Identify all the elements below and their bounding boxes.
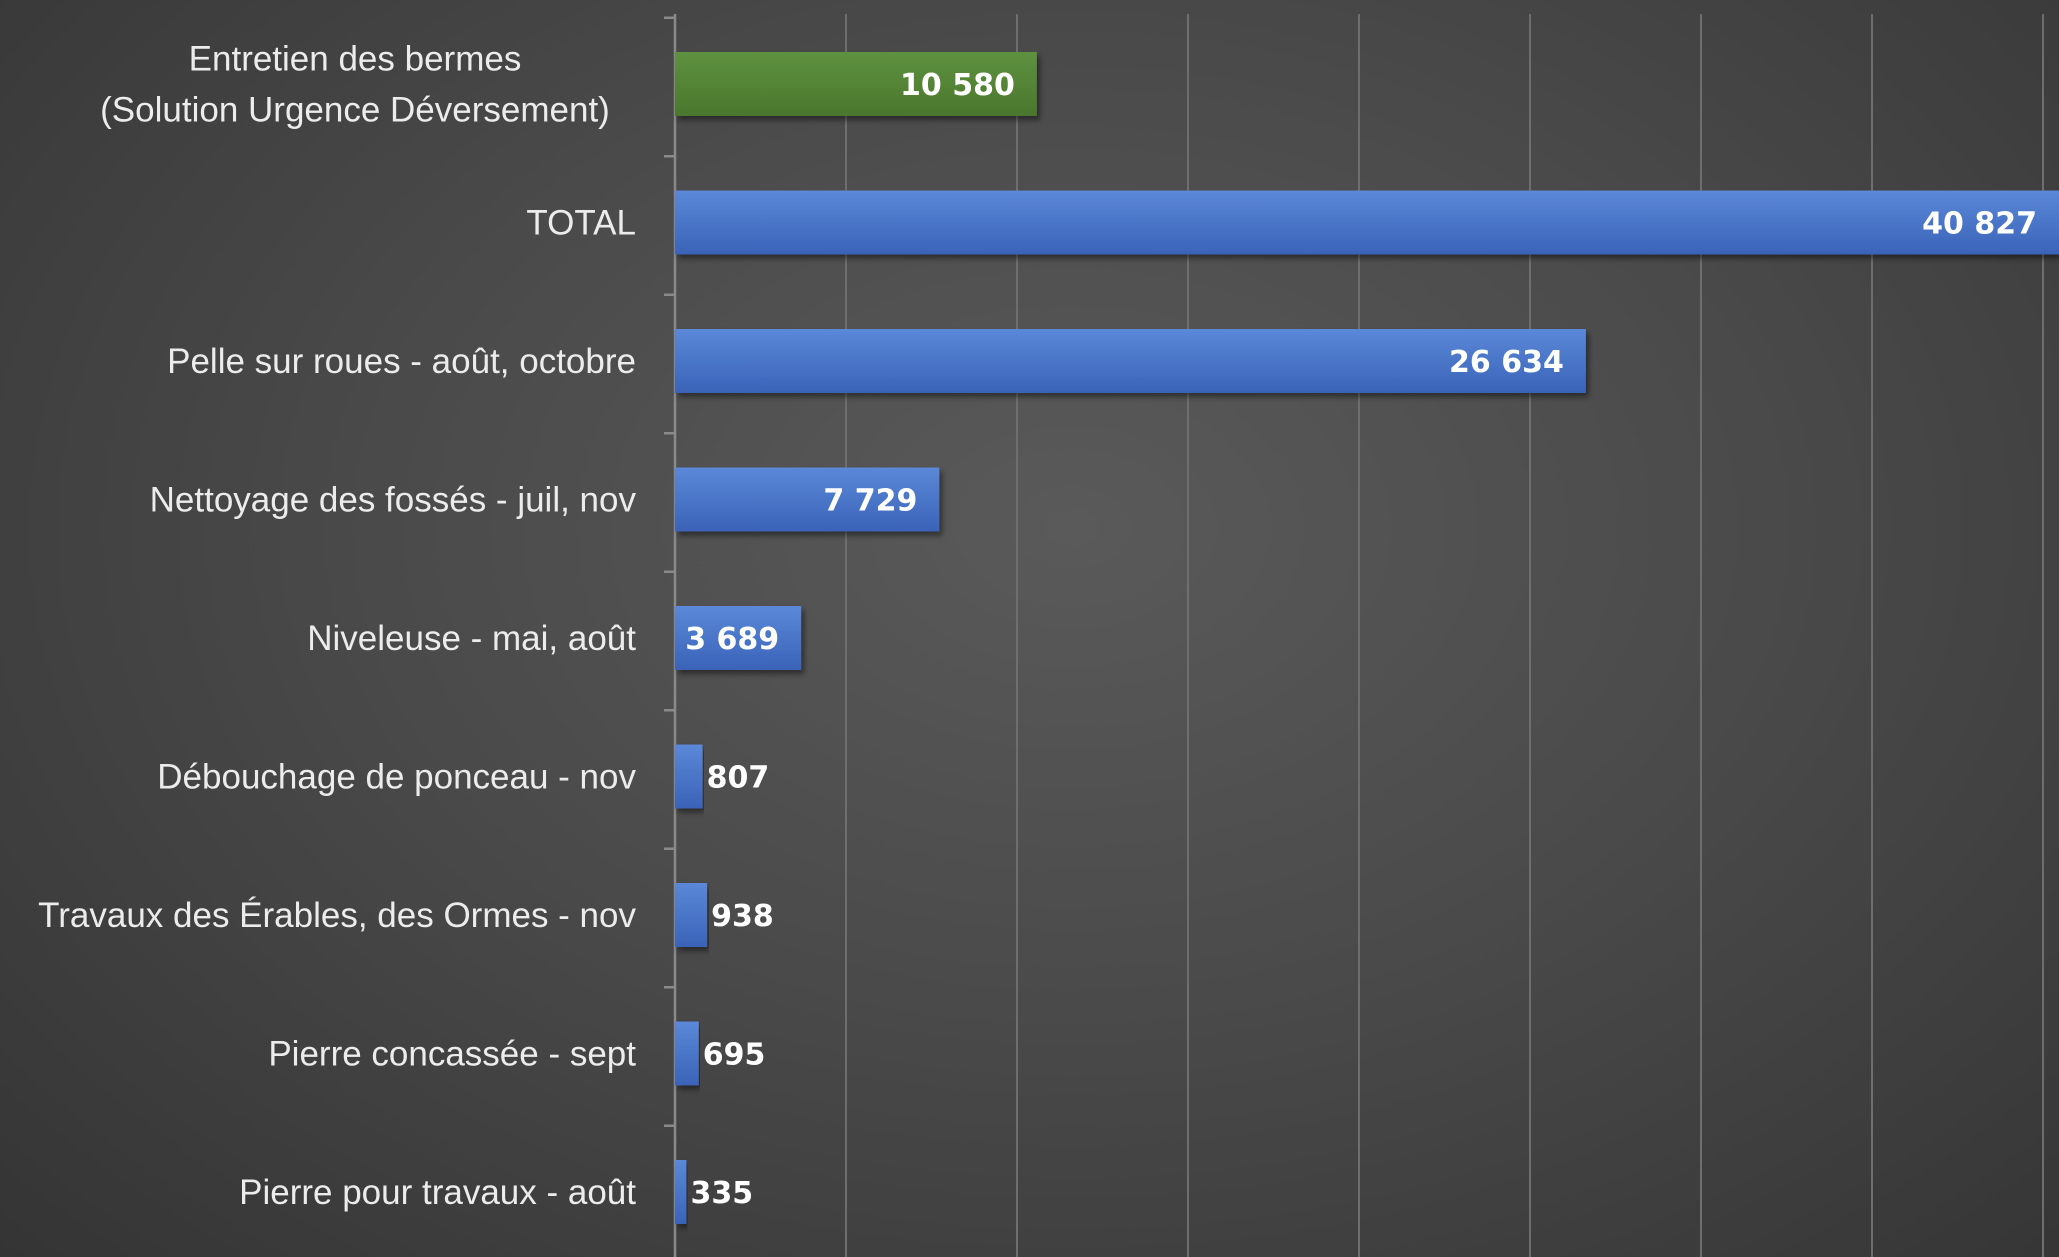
data-label: 10 580 bbox=[900, 68, 1015, 103]
category-label: TOTAL bbox=[526, 204, 636, 243]
data-label: 938 bbox=[711, 899, 774, 934]
bars bbox=[675, 52, 2059, 1224]
bar bbox=[675, 467, 940, 532]
category-label: Pierre pour travaux - août bbox=[239, 1173, 636, 1212]
bar bbox=[675, 883, 708, 947]
category-label: Pierre concassée - sept bbox=[268, 1035, 636, 1074]
bar bbox=[675, 1021, 699, 1086]
data-labels: 10 580 40 827 26 634 7 729 3 689 807 938 695 335 bbox=[685, 68, 2037, 1211]
category-label: Nettoyage des fossés - juil, nov bbox=[150, 481, 637, 520]
bar bbox=[675, 744, 703, 809]
data-label: 7 729 bbox=[823, 484, 917, 519]
data-label: 335 bbox=[690, 1176, 753, 1211]
bar bbox=[675, 190, 2059, 255]
bar bbox=[675, 329, 1586, 393]
bar bbox=[675, 606, 802, 670]
category-label: Niveleuse - mai, août bbox=[307, 619, 636, 658]
data-label: 3 689 bbox=[685, 622, 779, 657]
category-label: Entretien des bermes bbox=[189, 40, 522, 79]
bar bbox=[675, 1160, 687, 1224]
data-label: 695 bbox=[703, 1038, 766, 1073]
category-label: Débouchage de ponceau - nov bbox=[157, 758, 636, 797]
category-label: Pelle sur roues - août, octobre bbox=[167, 342, 636, 381]
category-label: (Solution Urgence Déversement) bbox=[100, 91, 610, 130]
category-label: Travaux des Érables, des Ormes - nov bbox=[38, 896, 636, 935]
bar bbox=[675, 52, 1037, 116]
data-label: 807 bbox=[707, 761, 770, 796]
category-labels: Entretien des bermes (Solution Urgence Dé… bbox=[38, 40, 636, 1213]
data-label: 26 634 bbox=[1449, 345, 1564, 380]
data-label: 40 827 bbox=[1922, 207, 2037, 242]
category-axis bbox=[664, 14, 677, 1257]
